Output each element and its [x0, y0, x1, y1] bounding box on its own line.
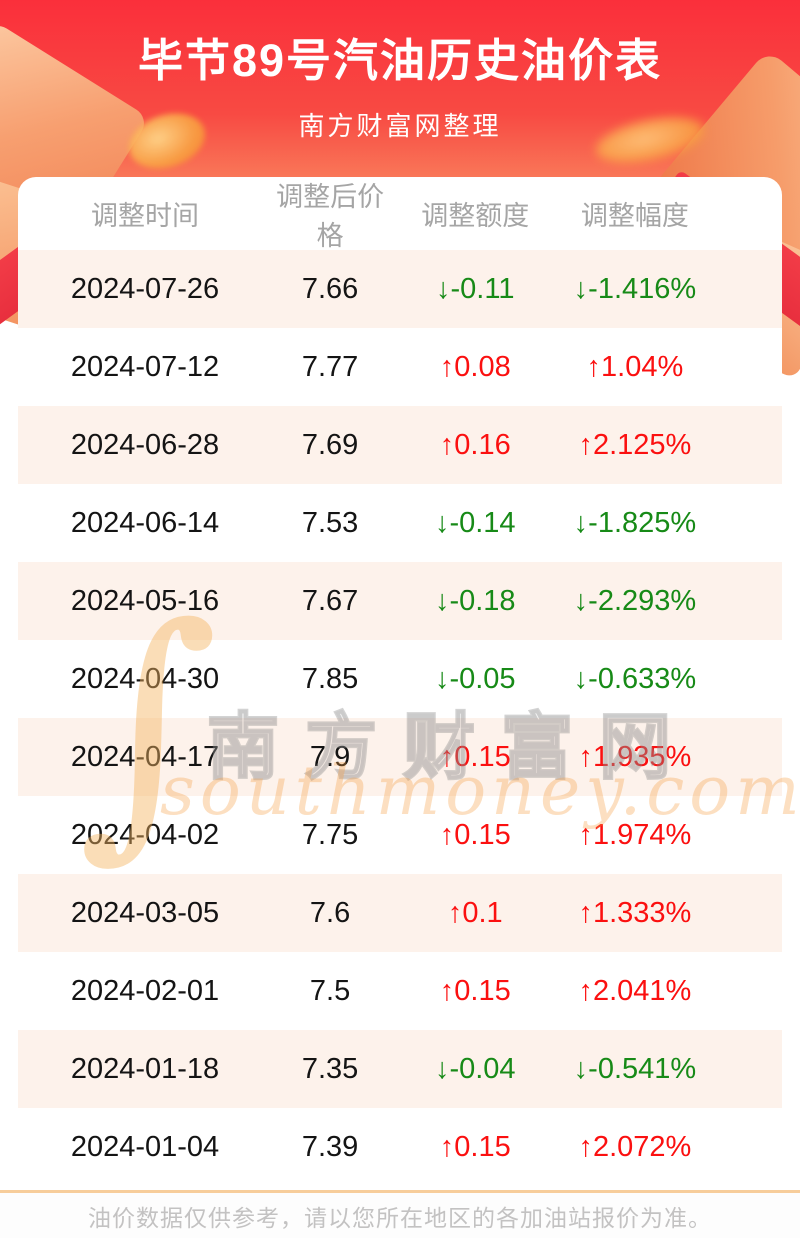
cell-adjust-amount: ↓-0.11: [436, 272, 515, 305]
cell-adjust-date: 2024-07-26: [70, 272, 220, 305]
cell-adjust-date: 2024-01-04: [70, 1130, 220, 1163]
table-row: 2024-01-04 7.39 ↑0.15 ↑2.072%: [18, 1108, 782, 1186]
table-row: 2024-01-18 7.35 ↓-0.04 ↓-0.541%: [18, 1030, 782, 1108]
table-row: 2024-06-28 7.69 ↑0.16 ↑2.125%: [18, 406, 782, 484]
cell-adjust-amount: ↑0.16: [439, 428, 511, 461]
cell-adjust-percent: ↑2.041%: [578, 974, 692, 1007]
cell-adjust-date: 2024-01-18: [70, 1052, 220, 1085]
column-header-adjusted-price: 调整后价格: [276, 181, 385, 251]
cell-adjusted-price: 7.35: [301, 1052, 359, 1085]
column-header-adjust-amount: 调整额度: [421, 201, 530, 231]
cell-adjust-percent: ↑2.072%: [578, 1130, 692, 1163]
table-row: 2024-04-02 7.75 ↑0.15 ↑1.974%: [18, 796, 782, 874]
table-row: 2024-03-05 7.6 ↑0.1 ↑1.333%: [18, 874, 782, 952]
table-row: 2024-06-14 7.53 ↓-0.14 ↓-1.825%: [18, 484, 782, 562]
column-header-adjust-percent: 调整幅度: [580, 201, 689, 231]
cell-adjust-amount: ↓-0.04: [434, 1052, 516, 1085]
cell-adjust-percent: ↑1.333%: [578, 896, 692, 929]
cell-adjust-date: 2024-05-16: [70, 584, 220, 617]
page-subtitle: 南方财富网整理: [298, 111, 502, 141]
cell-adjust-amount: ↑0.15: [439, 974, 511, 1007]
price-table-card: 调整时间 调整后价格 调整额度 调整幅度 2024-07-26 7.66 ↓-0.1…: [18, 177, 782, 1186]
table-row: 2024-02-01 7.5 ↑0.15 ↑2.041%: [18, 952, 782, 1030]
table-row: 2024-04-17 7.9 ↑0.15 ↑1.935%: [18, 718, 782, 796]
cell-adjust-date: 2024-04-30: [70, 662, 220, 695]
cell-adjusted-price: 7.85: [301, 662, 359, 695]
cell-adjust-percent: ↓-2.293%: [573, 584, 697, 617]
cell-adjusted-price: 7.5: [309, 974, 351, 1007]
cell-adjust-amount: ↓-0.18: [434, 584, 516, 617]
cell-adjust-date: 2024-06-14: [70, 506, 220, 539]
cell-adjust-percent: ↑1.974%: [578, 818, 692, 851]
cell-adjust-percent: ↑1.935%: [578, 740, 692, 773]
cell-adjusted-price: 7.53: [301, 506, 359, 539]
table-header-row: 调整时间 调整后价格 调整额度 调整幅度: [18, 177, 782, 251]
footer: 油价数据仅供参考，请以您所在地区的各加油站报价为准。: [0, 1190, 800, 1238]
page-title: 毕节89号汽油历史油价表: [137, 35, 663, 86]
cell-adjust-amount: ↑0.15: [439, 1130, 511, 1163]
cell-adjust-date: 2024-07-12: [70, 350, 220, 383]
cell-adjusted-price: 7.69: [301, 428, 359, 461]
cell-adjust-percent: ↓-1.416%: [573, 272, 697, 305]
cell-adjust-amount: ↑0.1: [447, 896, 503, 929]
cell-adjusted-price: 7.6: [309, 896, 351, 929]
table-row: 2024-05-16 7.67 ↓-0.18 ↓-2.293%: [18, 562, 782, 640]
cell-adjusted-price: 7.39: [301, 1130, 359, 1163]
table-row: 2024-07-26 7.66 ↓-0.11 ↓-1.416%: [18, 250, 782, 328]
footer-note: 油价数据仅供参考，请以您所在地区的各加油站报价为准。: [88, 1204, 712, 1231]
cell-adjusted-price: 7.9: [309, 740, 351, 773]
cell-adjusted-price: 7.67: [301, 584, 359, 617]
cell-adjust-percent: ↓-1.825%: [573, 506, 697, 539]
table-row: 2024-07-12 7.77 ↑0.08 ↑1.04%: [18, 328, 782, 406]
column-header-adjust-date: 调整时间: [91, 201, 200, 231]
cell-adjust-amount: ↑0.15: [439, 818, 511, 851]
cell-adjust-percent: ↓-0.633%: [573, 662, 697, 695]
cell-adjusted-price: 7.77: [301, 350, 359, 383]
table-row: 2024-04-30 7.85 ↓-0.05 ↓-0.633%: [18, 640, 782, 718]
cell-adjust-date: 2024-02-01: [70, 974, 220, 1007]
cell-adjust-percent: ↑2.125%: [578, 428, 692, 461]
cell-adjusted-price: 7.66: [301, 272, 359, 305]
cell-adjust-amount: ↑0.08: [439, 350, 511, 383]
cell-adjust-date: 2024-03-05: [70, 896, 220, 929]
cell-adjust-percent: ↓-0.541%: [573, 1052, 697, 1085]
cell-adjust-percent: ↑1.04%: [586, 350, 684, 383]
cell-adjust-date: 2024-06-28: [70, 428, 220, 461]
cell-adjust-amount: ↓-0.05: [434, 662, 516, 695]
cell-adjust-amount: ↓-0.14: [434, 506, 516, 539]
table-body: 2024-07-26 7.66 ↓-0.11 ↓-1.416% 2024-07-12 7.…: [18, 250, 782, 1186]
cell-adjust-date: 2024-04-02: [70, 818, 220, 851]
cell-adjusted-price: 7.75: [301, 818, 359, 851]
cell-adjust-amount: ↑0.15: [439, 740, 511, 773]
cell-adjust-date: 2024-04-17: [70, 740, 220, 773]
